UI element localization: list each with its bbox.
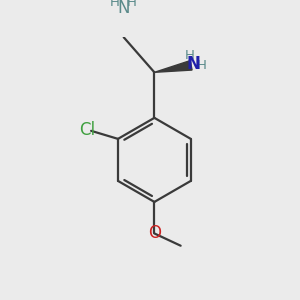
Text: N: N <box>118 0 130 17</box>
Text: H: H <box>184 49 194 62</box>
Text: Cl: Cl <box>80 121 96 139</box>
Text: H: H <box>110 0 120 9</box>
Text: O: O <box>148 224 161 242</box>
Polygon shape <box>154 61 192 72</box>
Text: H: H <box>197 59 207 72</box>
Text: N: N <box>187 56 201 74</box>
Text: H: H <box>127 0 136 9</box>
